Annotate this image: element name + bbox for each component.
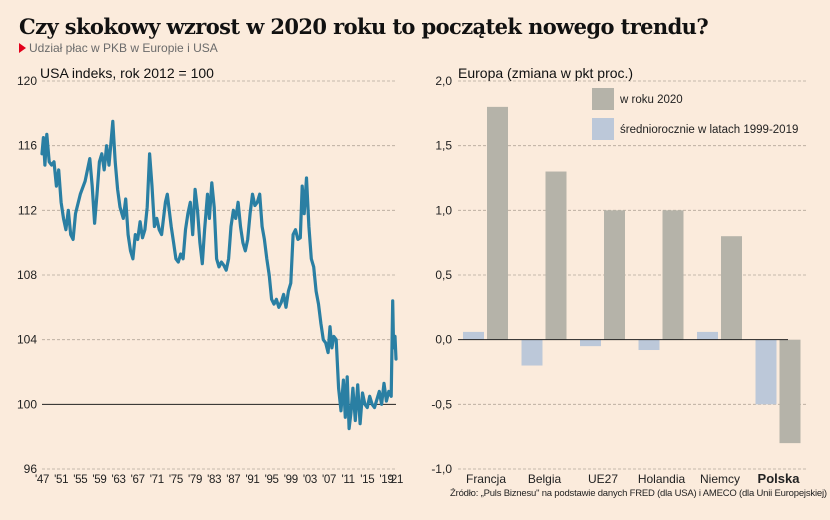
x-tick-label: '91 bbox=[245, 474, 259, 486]
x-tick-label: '79 bbox=[188, 474, 202, 486]
bar-avg-1999-2019 bbox=[580, 339, 601, 347]
x-tick-label: '71 bbox=[150, 474, 164, 486]
chart-subtitle: Udział płac w PKB w Europie i USA bbox=[19, 41, 218, 55]
y-tick-label: 96 bbox=[24, 462, 38, 476]
x-tick-label: '95 bbox=[265, 474, 279, 486]
legend-label: średniorocznie w latach 1999-2019 bbox=[620, 124, 798, 136]
source-note: Źródło: „Puls Biznesu" na podstawie dany… bbox=[450, 488, 827, 499]
bar-chart-title: Europa (zmiana w pkt proc.) bbox=[458, 65, 633, 81]
bar-2020 bbox=[487, 106, 508, 340]
y-tick-label: 1,0 bbox=[435, 203, 452, 217]
x-tick-label: '75 bbox=[169, 474, 183, 486]
subtitle-text: Udział płac w PKB w Europie i USA bbox=[29, 41, 218, 55]
bar-2020 bbox=[721, 236, 742, 340]
chart-title: Czy skokowy wzrost w 2020 roku to począt… bbox=[19, 14, 709, 39]
x-tick-label: '03 bbox=[303, 474, 317, 486]
x-tick-label: '21 bbox=[389, 474, 403, 486]
x-tick-label: '99 bbox=[284, 474, 298, 486]
x-tick-label: '67 bbox=[131, 474, 145, 486]
usa-line-series bbox=[40, 119, 398, 431]
bar-2020 bbox=[545, 171, 567, 340]
x-tick-label: '63 bbox=[111, 474, 125, 486]
y-tick-label: 116 bbox=[18, 139, 37, 153]
y-tick-label: 0,5 bbox=[435, 268, 452, 282]
x-tick-label: '55 bbox=[73, 474, 87, 486]
y-tick-label: -1,0 bbox=[431, 462, 452, 476]
y-tick-label: 108 bbox=[17, 268, 37, 282]
y-tick-label: 1,5 bbox=[435, 139, 452, 153]
x-tick-label: '47 bbox=[35, 474, 49, 486]
triangle-marker-icon bbox=[19, 43, 26, 53]
category-label: Polska bbox=[758, 471, 801, 486]
bar-avg-1999-2019 bbox=[755, 339, 777, 405]
legend-label: w roku 2020 bbox=[619, 94, 683, 106]
y-tick-label: 104 bbox=[17, 333, 37, 347]
bar-avg-1999-2019 bbox=[638, 339, 660, 351]
x-tick-label: '87 bbox=[226, 474, 240, 486]
bar-2020 bbox=[779, 339, 801, 444]
bar-2020 bbox=[662, 210, 684, 340]
bar-avg-1999-2019 bbox=[521, 339, 543, 366]
category-label: Niemcy bbox=[700, 472, 740, 486]
y-tick-label: 120 bbox=[17, 74, 37, 88]
y-tick-label: 2,0 bbox=[435, 74, 452, 88]
category-label: Francja bbox=[466, 472, 506, 486]
line-chart-title: USA indeks, rok 2012 = 100 bbox=[40, 65, 214, 81]
x-tick-label: '59 bbox=[92, 474, 106, 486]
category-label: Holandia bbox=[638, 472, 686, 486]
y-tick-label: 0,0 bbox=[435, 333, 452, 347]
x-tick-label: '07 bbox=[322, 474, 336, 486]
bar-avg-1999-2019 bbox=[697, 331, 718, 340]
y-tick-label: -0,5 bbox=[431, 397, 452, 411]
y-tick-label: 112 bbox=[18, 203, 37, 217]
legend-swatch bbox=[592, 118, 614, 140]
legend-swatch bbox=[592, 88, 614, 110]
category-label: Belgia bbox=[528, 472, 562, 486]
x-tick-label: '19 bbox=[379, 474, 393, 486]
category-label: UE27 bbox=[588, 472, 618, 486]
bar-avg-1999-2019 bbox=[463, 331, 484, 340]
x-tick-label: '11 bbox=[342, 474, 355, 486]
x-tick-label: '15 bbox=[360, 474, 374, 486]
x-tick-label: '51 bbox=[54, 474, 68, 486]
y-tick-label: 100 bbox=[17, 397, 37, 411]
bar-2020 bbox=[604, 210, 625, 340]
x-tick-label: '83 bbox=[207, 474, 221, 486]
